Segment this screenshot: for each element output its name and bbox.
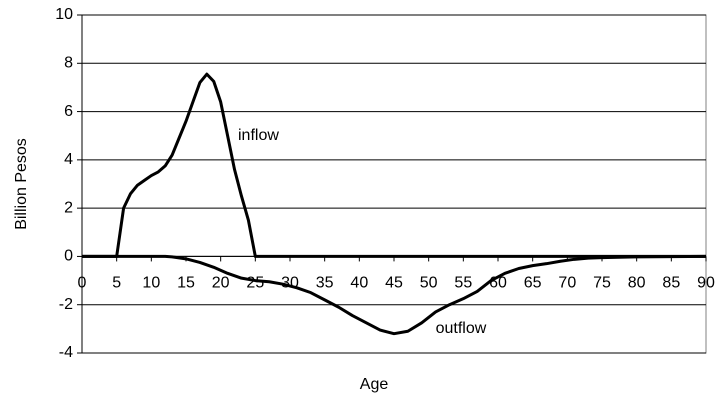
y-tick-label: 10: [55, 6, 73, 23]
x-tick-label: 0: [78, 275, 87, 292]
y-tick-label: 6: [64, 103, 73, 120]
x-tick-label: 55: [454, 275, 472, 292]
x-tick-label: 45: [385, 275, 403, 292]
x-tick-label: 40: [350, 275, 368, 292]
y-tick-label: 8: [64, 55, 73, 72]
x-tick-label: 85: [662, 275, 680, 292]
x-tick-label: 50: [420, 275, 438, 292]
x-tick-label: 70: [558, 275, 576, 292]
x-tick-label: 25: [246, 275, 264, 292]
y-tick-label: -4: [59, 344, 73, 361]
x-tick-label: 20: [212, 275, 230, 292]
series-label: inflow: [238, 127, 279, 144]
plot-frame: [81, 14, 707, 354]
series-line: [82, 254, 707, 336]
series-line: [82, 72, 706, 258]
y-tick-label: 2: [64, 199, 73, 216]
x-tick-label: 75: [593, 275, 611, 292]
x-tick-label: 80: [628, 275, 646, 292]
series-label: outflow: [436, 320, 487, 337]
y-axis-title: Billion Pesos: [13, 138, 30, 230]
y-tick-label: -2: [59, 296, 73, 313]
x-tick-label: 35: [316, 275, 334, 292]
y-tick-label: 0: [64, 248, 73, 265]
x-axis-title: Age: [360, 376, 389, 393]
x-tick-label: 15: [177, 275, 195, 292]
y-tick-label: 4: [64, 151, 73, 168]
x-tick-label: 90: [697, 275, 715, 292]
x-tick-label: 10: [142, 275, 160, 292]
x-tick-label: 5: [112, 275, 121, 292]
x-tick-label: 65: [524, 275, 542, 292]
